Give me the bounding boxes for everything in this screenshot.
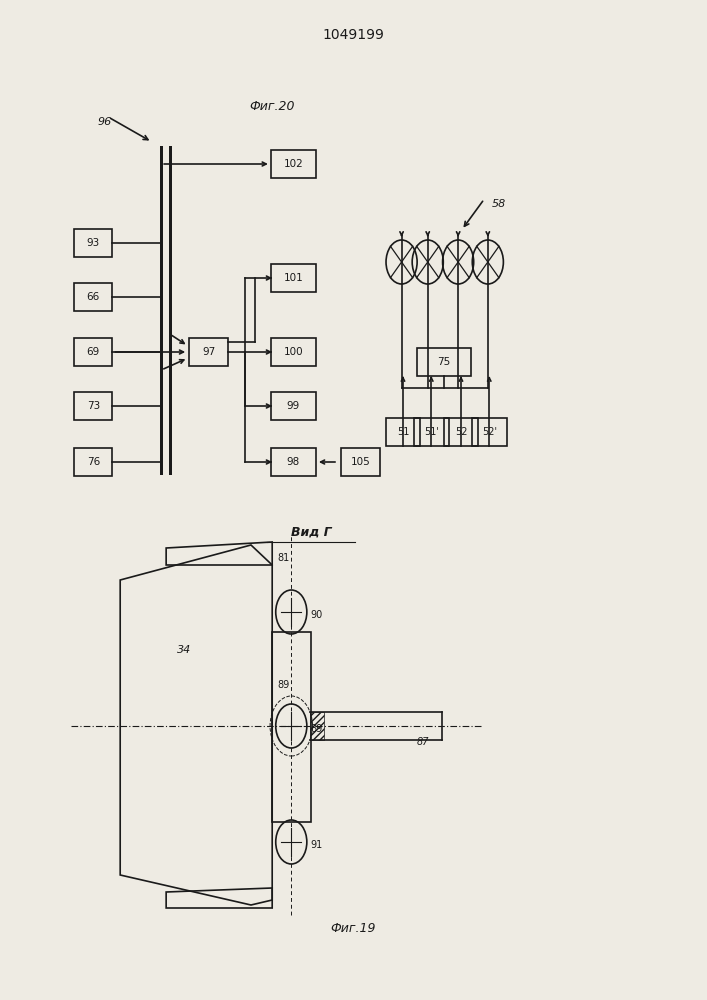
Bar — [414, 418, 449, 446]
Text: 91: 91 — [310, 840, 322, 850]
Text: 100: 100 — [284, 347, 303, 357]
Bar — [74, 283, 112, 311]
Bar — [386, 418, 420, 446]
Bar — [74, 448, 112, 476]
Text: Вид Г: Вид Г — [291, 526, 332, 538]
Text: 58: 58 — [491, 199, 506, 209]
Text: 90: 90 — [310, 610, 322, 620]
Text: 89: 89 — [310, 724, 322, 734]
Bar — [310, 712, 324, 740]
Text: 69: 69 — [87, 347, 100, 357]
Bar — [472, 418, 506, 446]
Text: 66: 66 — [87, 292, 100, 302]
Text: 96: 96 — [98, 117, 112, 127]
Bar — [271, 448, 316, 476]
Text: 81: 81 — [277, 553, 289, 563]
Text: 76: 76 — [87, 457, 100, 467]
Text: 73: 73 — [87, 401, 100, 411]
Text: 98: 98 — [287, 457, 300, 467]
Text: 51: 51 — [397, 427, 409, 437]
Bar — [271, 264, 316, 292]
Text: 51': 51' — [423, 427, 439, 437]
Text: 34: 34 — [177, 645, 191, 655]
Text: 1049199: 1049199 — [322, 28, 385, 42]
Text: 93: 93 — [87, 238, 100, 248]
Text: 87: 87 — [417, 737, 430, 747]
Text: Фиг.20: Фиг.20 — [250, 100, 295, 112]
Text: 102: 102 — [284, 159, 303, 169]
Bar — [271, 338, 316, 366]
Text: 89: 89 — [277, 680, 289, 690]
Bar — [417, 348, 470, 376]
Text: 99: 99 — [287, 401, 300, 411]
Text: 52': 52' — [481, 427, 497, 437]
Bar — [74, 229, 112, 257]
Bar — [272, 632, 311, 822]
Text: 105: 105 — [351, 457, 370, 467]
Bar — [444, 418, 478, 446]
Text: 101: 101 — [284, 273, 303, 283]
Bar — [74, 338, 112, 366]
Bar — [271, 150, 316, 178]
Text: 52: 52 — [455, 427, 467, 437]
Text: 97: 97 — [202, 347, 215, 357]
Bar — [74, 392, 112, 420]
Text: Фиг.19: Фиг.19 — [331, 922, 376, 934]
Bar — [189, 338, 228, 366]
Bar — [271, 392, 316, 420]
Bar — [341, 448, 380, 476]
Text: 75: 75 — [438, 357, 450, 367]
